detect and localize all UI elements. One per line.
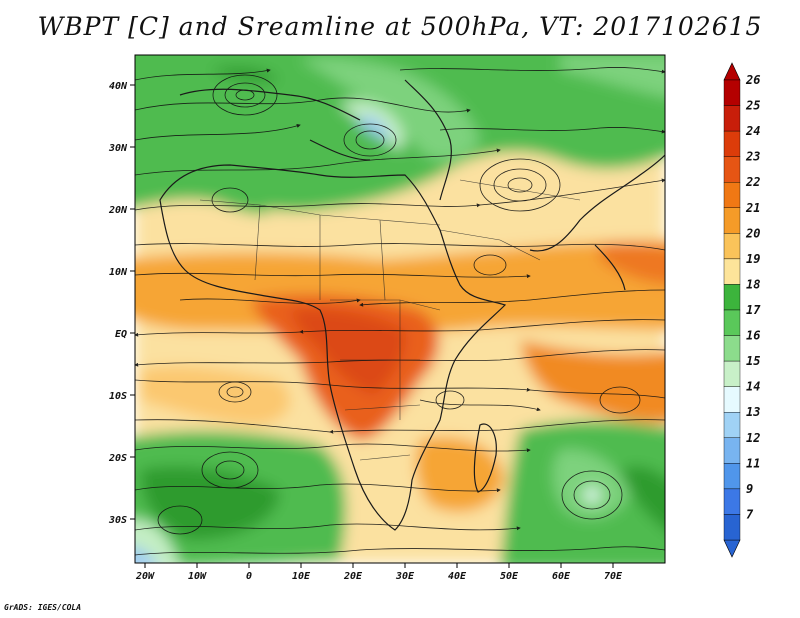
lon-label: 10W <box>188 571 207 582</box>
lon-label: 40E <box>448 571 467 582</box>
lon-label: 0 <box>246 571 252 582</box>
colorbar-label: 12 <box>746 431 760 445</box>
colorbar-label: 17 <box>746 303 761 317</box>
colorbar-swatch <box>723 463 741 490</box>
lon-label: 50E <box>500 571 519 582</box>
colorbar-swatch <box>723 156 741 183</box>
lon-label: 20W <box>135 571 155 582</box>
colorbar-swatch <box>723 309 741 336</box>
colorbar-label: 26 <box>745 73 760 87</box>
colorbar-label: 7 <box>746 507 754 521</box>
lon-label: 60E <box>552 571 571 582</box>
colorbar-label: 22 <box>745 175 760 189</box>
colorbar-swatch <box>723 514 741 541</box>
lon-label: 20E <box>343 571 363 582</box>
lon-label: 30E <box>395 571 415 582</box>
colorbar-swatch <box>723 335 741 362</box>
borders <box>199 179 581 461</box>
streamlines <box>135 67 665 556</box>
lat-label: 10N <box>109 267 128 278</box>
colorbar-swatch <box>723 437 741 464</box>
colorbar-swatch <box>723 207 741 234</box>
colorbar-label: 19 <box>746 252 760 266</box>
lat-axis: 40N 30N 20N 10N EQ 10S 20S 30S <box>108 81 135 526</box>
colorbar-swatch <box>723 386 741 413</box>
colorbar-label: 18 <box>746 277 760 291</box>
colorbar-bottom-arrow <box>723 539 741 558</box>
colorbar-swatch <box>723 284 741 311</box>
field-shading <box>135 55 665 563</box>
colorbar-label: 23 <box>745 150 760 164</box>
colorbar-label: 11 <box>746 456 760 470</box>
colorbar-swatch <box>723 233 741 260</box>
colorbar-swatch <box>723 258 741 285</box>
lat-label: EQ <box>115 329 127 340</box>
lat-label: 20N <box>108 205 128 216</box>
lat-label: 30S <box>108 515 127 526</box>
colorbar-swatch <box>723 182 741 208</box>
lon-label: 10E <box>292 571 311 582</box>
coastlines <box>159 79 665 531</box>
colorbar-label: 25 <box>745 99 760 113</box>
colorbar-swatch <box>723 360 741 387</box>
credit-text: GrADS: IGES/COLA <box>4 603 82 612</box>
colorbar-label: 14 <box>746 380 760 394</box>
lat-label: 30N <box>108 143 128 154</box>
colorbar-swatch <box>723 105 741 132</box>
lat-label: 20S <box>108 453 127 464</box>
colorbar-label: 9 <box>746 482 753 496</box>
map-title: WBPT [C] and Sreamline at 500hPa, VT: 20… <box>37 12 763 41</box>
lat-label: 40N <box>109 81 128 92</box>
colorbar: 26 25 24 23 22 21 20 19 18 17 16 15 14 13 12 11 9 7 <box>723 62 761 558</box>
colorbar-label: 21 <box>745 201 760 215</box>
colorbar-top-arrow <box>723 62 741 81</box>
lon-axis: 20W 10W 0 10E 20E 30E 40E 50E 60E 70E <box>135 563 623 582</box>
colorbar-label: 16 <box>746 329 760 343</box>
colorbar-label: 20 <box>745 226 760 240</box>
colorbar-label: 13 <box>746 405 760 419</box>
colorbar-label: 24 <box>745 124 760 138</box>
colorbar-swatch <box>723 79 741 106</box>
colorbar-swatch <box>723 488 741 515</box>
lat-label: 10S <box>109 391 127 402</box>
colorbar-swatch <box>723 412 741 438</box>
colorbar-swatch <box>723 130 741 157</box>
colorbar-label: 15 <box>746 354 760 368</box>
lon-label: 70E <box>604 571 623 582</box>
